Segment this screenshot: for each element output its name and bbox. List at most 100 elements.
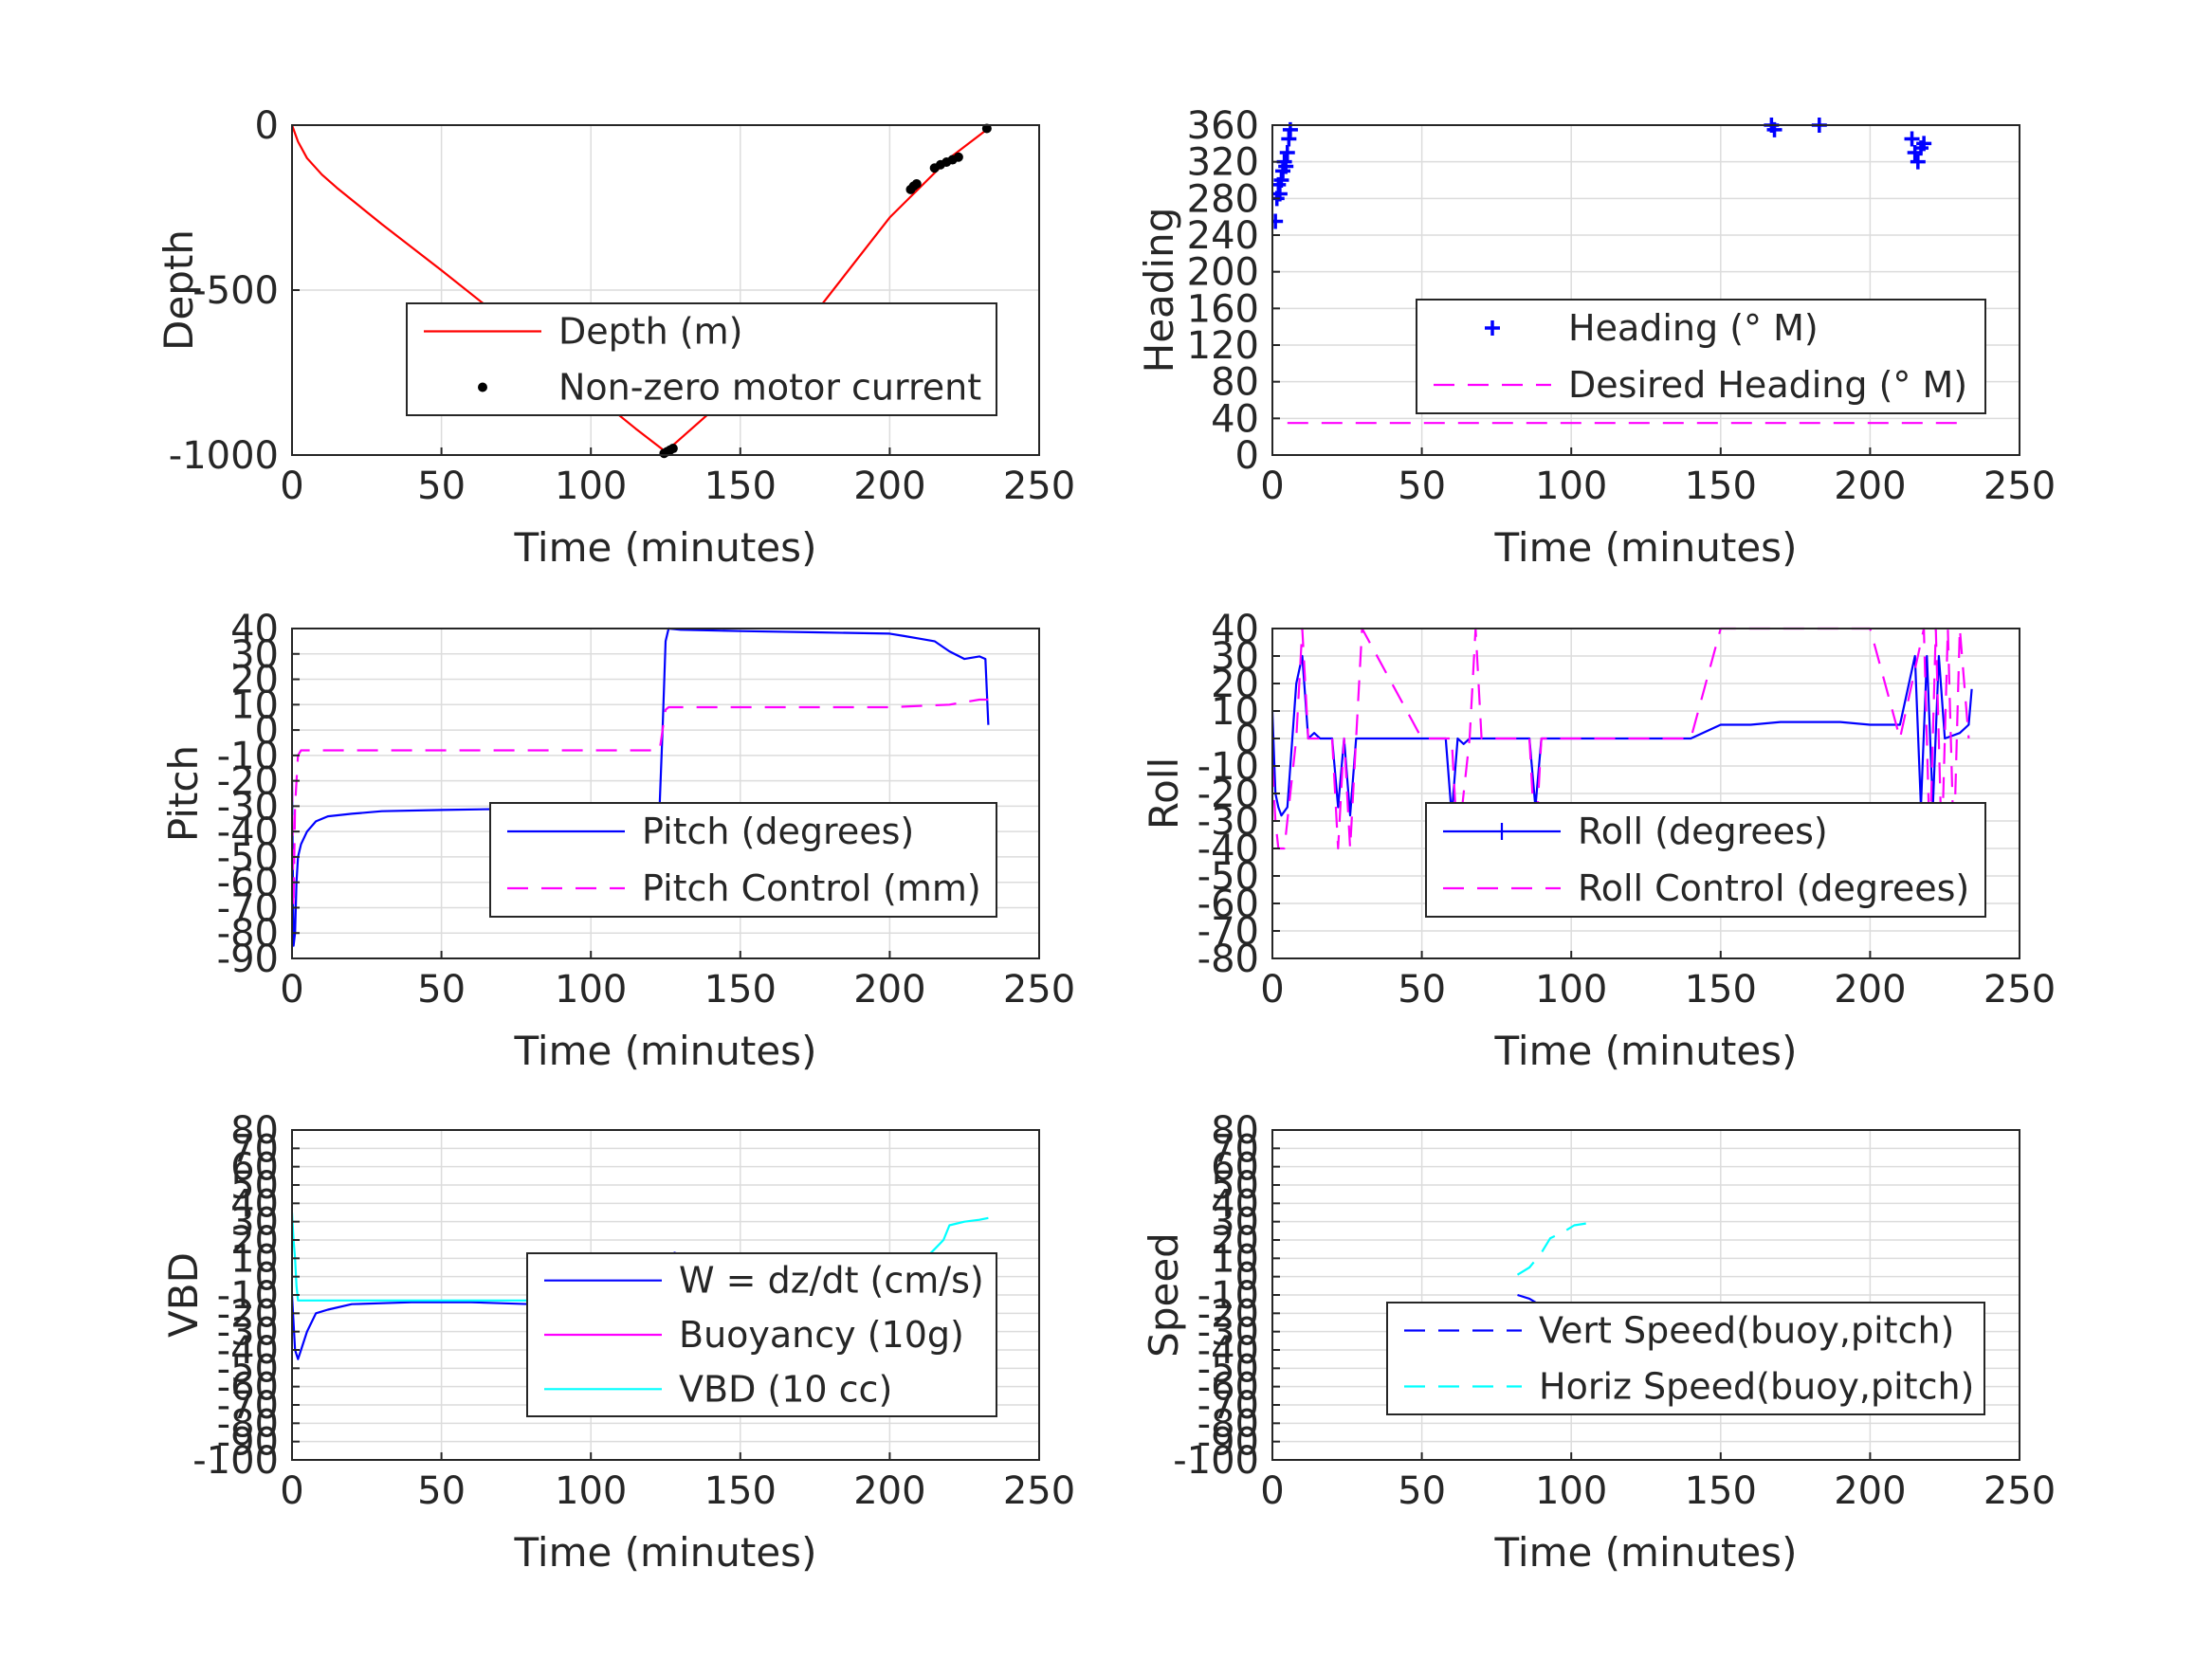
pitch-y-tick-label: 10 [230,684,279,727]
vbd-y-tick-label: -50 [217,1347,279,1391]
pitch-axes-frame [291,628,1040,959]
roll-series-1-line [1272,654,1973,817]
roll-y-tick-label: -40 [1197,828,1259,871]
speed-x-axis-label: Time (minutes) [1494,1529,1798,1576]
heading-x-tick-label: 250 [1983,465,2056,508]
roll-x-tick-label: 150 [1685,968,1757,1012]
depth-x-tick-label: 250 [1003,465,1075,508]
vbd-y-tick-label: 10 [230,1237,279,1281]
heading-series-1-point [1278,158,1294,174]
speed-y-tick-label: -40 [1197,1329,1259,1373]
pitch-y-tick-label: 40 [230,608,279,651]
heading-y-tick-label: 360 [1187,104,1259,148]
roll-legend: Roll (degrees) Roll Control (degrees) [1425,802,1986,918]
heading-x-tick-label: 0 [1260,465,1284,508]
roll-series-2-line [1272,627,1970,850]
roll-y-tick-label: 30 [1211,635,1259,679]
vbd-x-tick-label: 250 [1003,1469,1075,1513]
depth-series-2-point [911,178,922,189]
speed-y-tick-label: -100 [1173,1439,1259,1483]
pitch-x-tick-label: 250 [1003,968,1075,1012]
pitch-y-tick-label: -20 [217,760,279,804]
pitch-y-tick-label: -90 [217,938,279,981]
heading-y-tick-label: 80 [1211,361,1259,405]
heading-y-tick-label: 240 [1187,214,1259,258]
heading-x-tick-label: 50 [1398,465,1446,508]
roll-y-tick-label: 20 [1211,663,1259,706]
pitch-y-tick-label: 30 [230,633,279,677]
speed-panel: 0 50 100 150 200 250-100-90-80-70-60-50-40-30… [1141,1109,2056,1576]
roll-panel: 0 50 100 150 200 250-80-70-60-50-40-30-20-100… [1141,608,2056,1074]
roll-y-tick-label: -50 [1197,855,1259,899]
speed-x-tick-label: 200 [1834,1469,1906,1513]
vbd-y-tick-label: 50 [230,1164,279,1208]
speed-x-tick-label: 250 [1983,1469,2056,1513]
roll-legend-label: Roll (degrees) [1578,811,1828,852]
pitch-y-tick-label: 20 [230,659,279,702]
roll-x-axis-label: Time (minutes) [1494,1028,1798,1074]
heading-x-tick-label: 150 [1685,465,1757,508]
speed-y-tick-label: -70 [1197,1384,1259,1428]
speed-y-tick-label: -30 [1197,1311,1259,1355]
pitch-x-tick-label: 0 [280,968,303,1012]
roll-y-tick-label: 10 [1211,690,1259,734]
depth-series-2-point [667,444,678,454]
roll-x-tick-label: 50 [1398,968,1446,1012]
speed-y-axis-label: Speed [1141,1232,1187,1358]
vbd-y-tick-label: -40 [217,1329,279,1373]
vbd-y-tick-label: 70 [230,1127,279,1171]
depth-y-tick-label: 0 [255,104,279,148]
pitch-y-tick-label: -60 [217,862,279,905]
pitch-y-tick-label: -80 [217,912,279,956]
vbd-y-tick-label: -90 [217,1421,279,1465]
pitch-panel: 0 50 100 150 200 250-90-80-70-60-50-40-30-20-… [160,608,1075,1074]
roll-y-tick-label: 40 [1211,608,1259,651]
roll-y-tick-label: -80 [1197,938,1259,981]
vbd-y-tick-label: 0 [255,1256,279,1300]
pitch-legend-label: Pitch Control (mm) [642,867,981,909]
heading-series-1-point [1910,154,1926,170]
depth-y-tick-label: -1000 [169,434,279,478]
pitch-x-tick-label: 150 [704,968,777,1012]
heading-series-1-point [1279,145,1295,160]
speed-y-tick-label: -60 [1197,1366,1259,1410]
roll-legend-box [1425,802,1986,918]
speed-x-tick-label: 100 [1535,1469,1607,1513]
speed-y-tick-label: 50 [1211,1164,1259,1208]
speed-y-tick-label: -90 [1197,1421,1259,1465]
speed-series-2-line [1516,1222,1587,1276]
vbd-y-tick-label: -60 [217,1366,279,1410]
heading-y-tick-label: 120 [1187,324,1259,368]
speed-y-tick-label: -80 [1197,1402,1259,1446]
pitch-y-tick-label: -50 [217,836,279,880]
vbd-y-tick-label: 80 [230,1109,279,1153]
pitch-x-tick-label: 100 [555,968,627,1012]
heading-y-tick-label: 40 [1211,397,1259,441]
depth-legend-label: Depth (m) [558,311,743,353]
depth-x-tick-label: 50 [417,465,466,508]
speed-y-tick-label: 60 [1211,1146,1259,1190]
pitch-x-tick-label: 50 [417,968,466,1012]
vbd-x-tick-label: 200 [853,1469,925,1513]
vbd-x-tick-label: 100 [555,1469,627,1513]
roll-y-tick-label: 0 [1235,718,1259,761]
speed-y-tick-label: 80 [1211,1109,1259,1153]
speed-x-tick-label: 0 [1260,1469,1284,1513]
vbd-y-tick-label: -20 [217,1292,279,1336]
speed-legend: Vert Speed(buoy,pitch) Horiz Speed(buoy,p… [1386,1302,1985,1415]
vbd-x-tick-label: 50 [417,1469,466,1513]
pitch-legend-label: Pitch (degrees) [642,811,914,852]
depth-y-axis-label: Depth [155,229,202,351]
depth-legend-marker [478,382,487,392]
heading-series-1-point [1904,131,1920,147]
depth-x-tick-label: 100 [555,465,627,508]
speed-y-tick-label: -20 [1197,1292,1259,1336]
depth-x-tick-label: 150 [704,465,777,508]
heading-legend-box [1416,299,1986,414]
pitch-legend-box [489,802,997,918]
pitch-series-2-line [292,698,989,909]
heading-series-1-point [1916,136,1932,152]
heading-y-tick-label: 0 [1235,434,1259,478]
speed-legend-label: Vert Speed(buoy,pitch) [1539,1310,1954,1352]
